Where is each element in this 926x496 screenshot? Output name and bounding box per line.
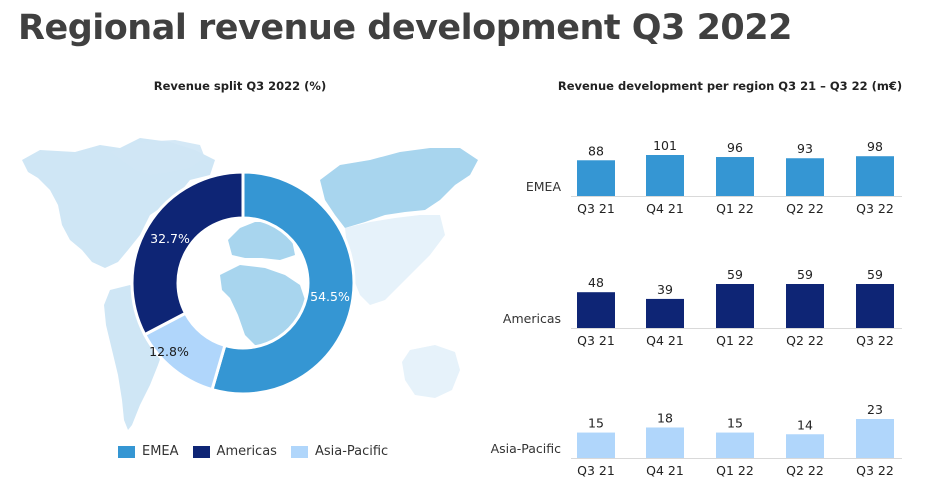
map-greenland	[110, 140, 205, 175]
donut-slice-emea	[210, 170, 356, 396]
map-russia	[320, 148, 478, 228]
legend-item-emea: EMEA	[118, 444, 179, 459]
x-tick-label: Q4 21	[646, 333, 684, 348]
legend-swatch-asia-pacific	[290, 445, 308, 458]
region-label-americas: Americas	[503, 311, 561, 326]
bar-value-label: 59	[797, 267, 813, 282]
bar-value-label: 96	[727, 140, 743, 155]
bar-value-label: 101	[653, 138, 677, 153]
bar-asia-pacific-1	[646, 427, 684, 458]
bar-asia-pacific-2	[716, 432, 754, 458]
x-tick-label: Q4 21	[646, 201, 684, 216]
bar-americas-0	[577, 292, 615, 328]
bar-americas-2	[716, 284, 754, 328]
x-tick-label: Q4 21	[646, 463, 684, 478]
bar-value-label: 14	[797, 417, 813, 432]
map-asia	[345, 215, 445, 305]
bar-asia-pacific-0	[577, 432, 615, 458]
legend-swatch-emea	[118, 445, 135, 458]
bar-value-label: 39	[657, 282, 673, 297]
bar-value-label: 59	[867, 267, 883, 282]
bar-value-label: 15	[588, 416, 604, 431]
legend-item-americas: Americas	[192, 444, 277, 459]
region-label-emea: EMEA	[526, 179, 562, 194]
x-tick-label: Q1 22	[716, 463, 754, 478]
x-tick-label: Q2 22	[786, 463, 824, 478]
bar-emea-4	[856, 156, 894, 196]
legend-label-asia-pacific: Asia-Pacific	[314, 444, 389, 459]
x-tick-label: Q2 22	[786, 333, 824, 348]
donut-slice-americas	[130, 170, 245, 337]
bar-emea-2	[716, 157, 754, 196]
x-tick-label: Q2 22	[786, 201, 824, 216]
map-africa	[220, 265, 305, 345]
bar-americas-1	[646, 298, 684, 328]
bar-value-label: 93	[797, 141, 813, 156]
bar-americas-4	[856, 284, 894, 328]
donut-chart: 54.5% 32.7% 12.8%	[130, 170, 356, 396]
x-tick-label: Q1 22	[716, 201, 754, 216]
legend-label-emea: EMEA	[142, 444, 179, 459]
x-tick-label: Q3 22	[856, 333, 894, 348]
donut-label-americas: 32.7%	[150, 231, 190, 246]
donut-label-asia-pacific: 12.8%	[149, 344, 189, 359]
map-europe	[228, 222, 295, 260]
bar-value-label: 88	[588, 143, 604, 158]
bar-value-label: 98	[867, 139, 883, 154]
x-tick-label: Q3 22	[856, 463, 894, 478]
donut-legend: EMEA Americas Asia-Pacific	[118, 444, 402, 459]
page-title: Regional revenue development Q3 2022	[18, 8, 793, 48]
bar-chart-title: Revenue development per region Q3 21 – Q…	[557, 79, 903, 93]
bar-value-label: 18	[657, 410, 673, 425]
x-tick-label: Q1 22	[716, 333, 754, 348]
legend-swatch-americas	[192, 445, 210, 458]
donut-label-emea: 54.5%	[310, 289, 350, 304]
bar-emea-0	[577, 160, 615, 196]
map-australia	[402, 345, 460, 398]
bar-value-label: 59	[727, 267, 743, 282]
bar-value-label: 23	[867, 402, 883, 417]
legend-label-americas: Americas	[216, 444, 277, 459]
bar-value-label: 48	[588, 275, 604, 290]
bar-emea-1	[646, 155, 684, 196]
bar-asia-pacific-4	[856, 419, 894, 458]
bar-asia-pacific-3	[786, 434, 824, 458]
legend-item-asia-pacific: Asia-Pacific	[290, 444, 389, 459]
x-tick-label: Q3 21	[577, 333, 615, 348]
bar-americas-3	[786, 284, 824, 328]
bar-value-label: 15	[727, 416, 743, 431]
x-tick-label: Q3 21	[577, 463, 615, 478]
x-tick-label: Q3 21	[577, 201, 615, 216]
donut-chart-title: Revenue split Q3 2022 (%)	[153, 79, 327, 93]
bar-emea-3	[786, 158, 824, 196]
region-label-asia-pacific: Asia-Pacific	[491, 441, 562, 456]
x-tick-label: Q3 22	[856, 201, 894, 216]
bar-chart: EMEA 88 Q3 21 101 Q4 21 96 Q1 22 93 Q2 22 98 Q3 22…	[491, 138, 902, 478]
